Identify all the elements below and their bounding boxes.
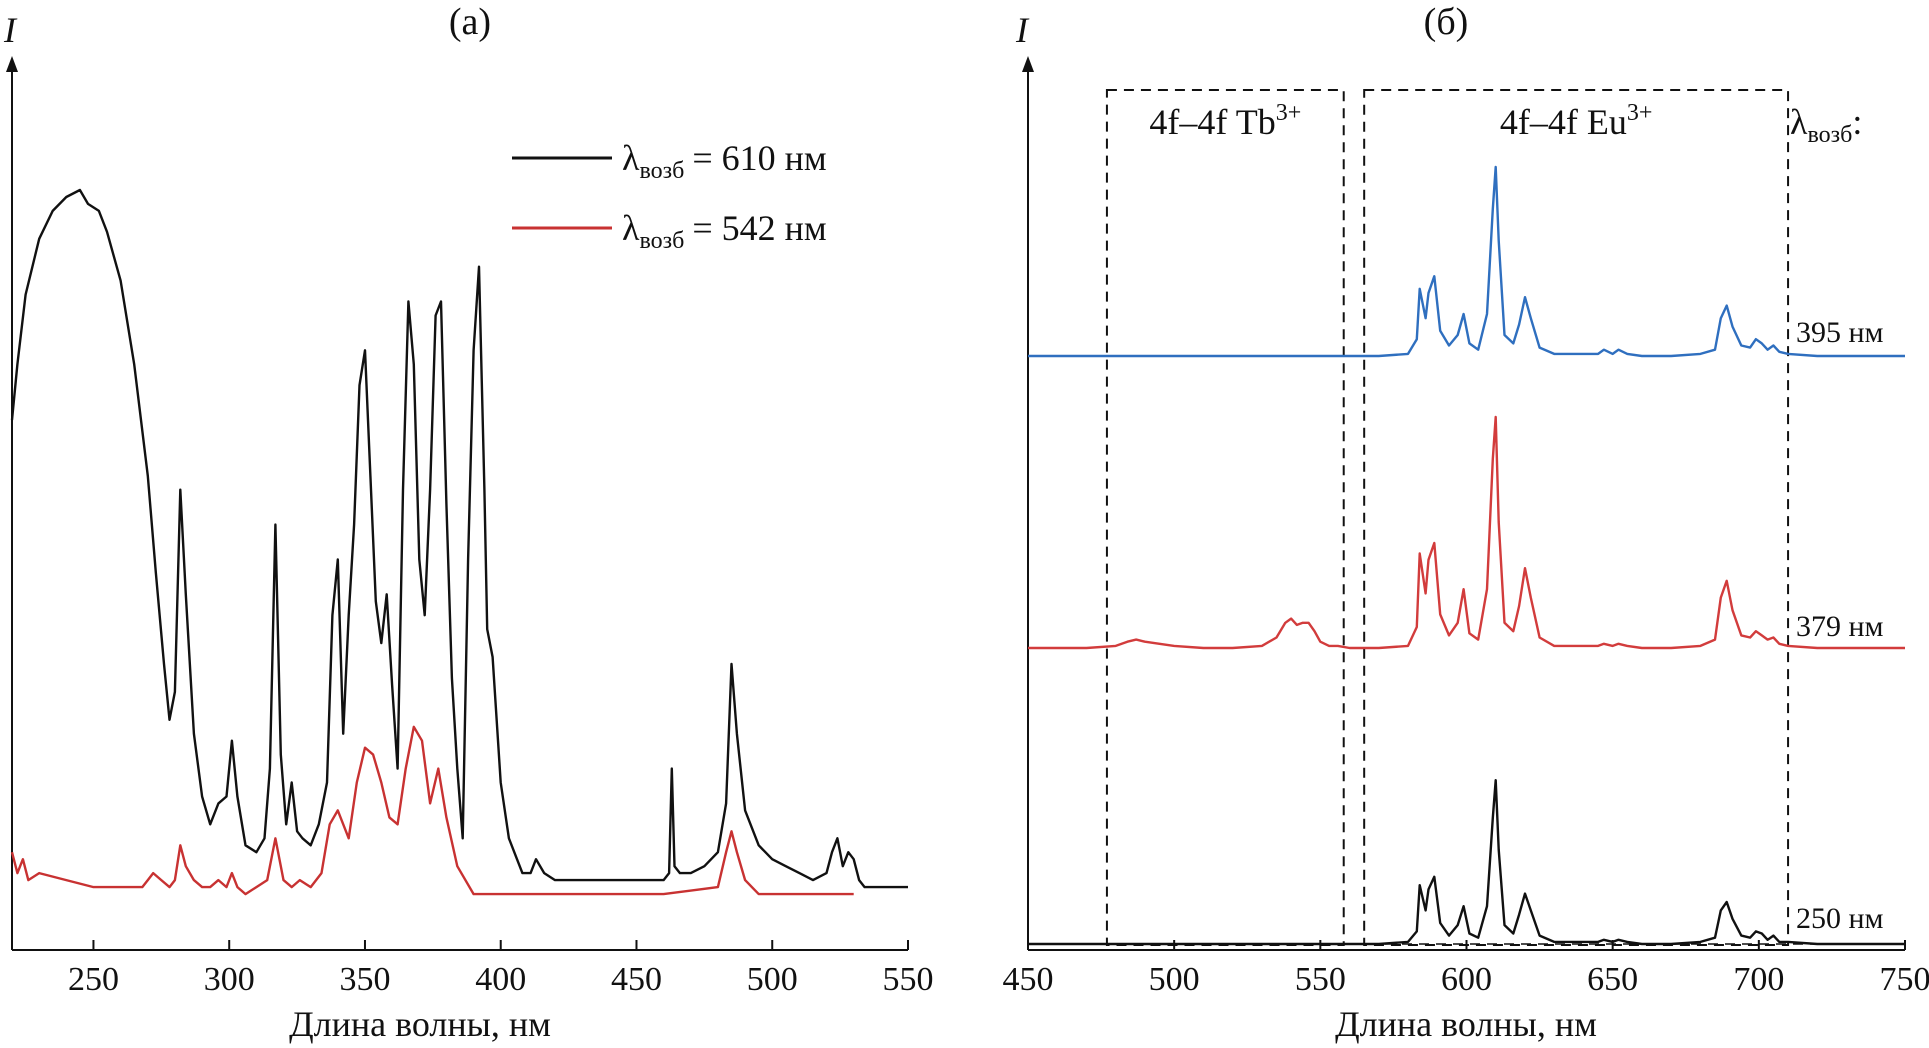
panel-a-tick-label: 350: [339, 961, 390, 998]
panel-a-tick-label: 250: [68, 961, 119, 998]
legend-title-sub: возб: [1807, 122, 1852, 148]
panel-b-x-axis-label: Длина волны, нм: [1335, 1004, 1597, 1044]
eu-region-label-sup: 3+: [1627, 100, 1653, 126]
panel-b-series-250nm-line: [1028, 779, 1905, 946]
legend-lambda: λ: [622, 138, 640, 178]
series-label-250nm: 250 нм: [1796, 902, 1884, 935]
tb-region-label-text: 4f–4f Tb: [1149, 102, 1275, 142]
legend-entry-610nm: λвозб = 610 нм: [622, 138, 827, 184]
panel-b-tick-label: 500: [1149, 961, 1200, 998]
eu-region-label: 4f–4f Eu3+: [1500, 100, 1653, 142]
panel-a: (a) I 250 300 350 400 450 500 550 Длина …: [3, 1, 934, 1044]
panel-b-tick-label: 450: [1003, 961, 1054, 998]
legend-title-lambda: λ: [1790, 102, 1808, 142]
panel-b-tick-label: 550: [1295, 961, 1346, 998]
excitation-legend-title: λвозб:: [1790, 102, 1862, 148]
panel-b-label: (б): [1424, 1, 1469, 43]
legend-rest: = 542 нм: [692, 208, 826, 248]
legend-lambda: λ: [622, 208, 640, 248]
legend-sub: возб: [639, 158, 684, 184]
panel-a-legend: λвозб = 610 нм λвозб = 542 нм: [512, 138, 827, 254]
tb-region-label: 4f–4f Tb3+: [1149, 100, 1301, 142]
panel-a-y-arrow: [6, 56, 18, 72]
panel-a-label: (a): [449, 1, 491, 43]
legend-entry-542nm: λвозб = 542 нм: [622, 208, 827, 254]
panel-a-x-tick-labels: 250 300 350 400 450 500 550: [68, 961, 934, 998]
legend-sub: возб: [639, 228, 684, 254]
panel-a-y-axis-label: I: [3, 10, 18, 50]
panel-a-tick-label: 400: [475, 961, 526, 998]
panel-a-series-542nm-line: [10, 725, 854, 896]
panel-b-tick-label: 600: [1441, 961, 1492, 998]
panel-a-tick-label: 550: [883, 961, 934, 998]
panel-a-tick-label: 500: [747, 961, 798, 998]
panel-a-x-ticks: [92, 940, 909, 950]
eu-transition-region-box: [1363, 89, 1790, 946]
series-label-379nm: 379 нм: [1796, 610, 1884, 643]
series-label-395nm: 395 нм: [1796, 316, 1884, 349]
panel-a-x-axis-label: Длина волны, нм: [289, 1004, 551, 1044]
legend-title-colon: :: [1852, 102, 1862, 142]
eu-region-label-text: 4f–4f Eu: [1500, 102, 1627, 142]
panel-b: (б) I 450 500 550 600 650 700 750 Длина …: [1003, 1, 1929, 1044]
panel-b-x-tick-labels: 450 500 550 600 650 700 750: [1003, 961, 1929, 998]
panel-a-tick-label: 300: [204, 961, 255, 998]
tb-transition-region-box: [1105, 89, 1345, 946]
panel-b-y-axis-label: I: [1015, 10, 1030, 50]
panel-b-y-arrow: [1022, 56, 1034, 72]
legend-rest: = 610 нм: [692, 138, 826, 178]
panel-b-tick-label: 700: [1733, 961, 1784, 998]
tb-region-label-sup: 3+: [1276, 100, 1302, 126]
panel-b-tick-label: 650: [1587, 961, 1638, 998]
panel-a-tick-label: 450: [611, 961, 662, 998]
panel-b-series-379nm-line: [1028, 415, 1905, 650]
panel-a-series-610nm-line: [10, 188, 908, 889]
panel-b-series-395nm-line: [1028, 165, 1905, 358]
panel-b-tick-label: 750: [1880, 961, 1929, 998]
